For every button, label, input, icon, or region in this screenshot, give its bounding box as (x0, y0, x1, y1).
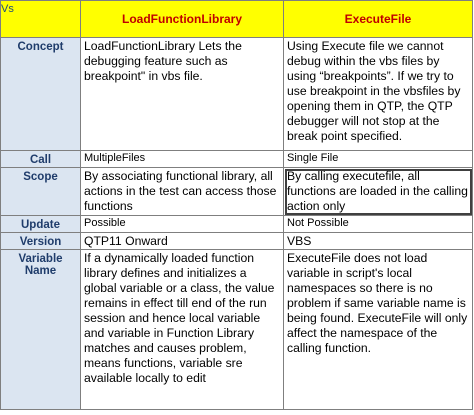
cell-variable-name-loadfunctionlibrary: If a dynamically loaded function library… (80, 249, 284, 410)
cell-variable-name-executefile: ExecuteFile does not load variable in sc… (283, 249, 473, 410)
column-header-executefile: ExecuteFile (283, 0, 473, 38)
row-concept: Concept LoadFunctionLibrary Lets the deb… (0, 37, 473, 151)
header-row: Vs LoadFunctionLibrary ExecuteFile (0, 0, 473, 38)
corner-label: Vs (1, 3, 14, 15)
row-variable-name: Variable Name If a dynamically loaded fu… (0, 249, 473, 410)
row-call: Call MultipleFiles Single File (0, 150, 473, 168)
cell-call-executefile: Single File (283, 150, 473, 168)
row-scope: Scope By associating functional library,… (0, 167, 473, 216)
row-label-update: Update (0, 215, 81, 233)
cell-scope-executefile: By calling executefile, all functions ar… (283, 167, 473, 216)
row-update: Update Possible Not Possible (0, 215, 473, 233)
cell-concept-loadfunctionlibrary: LoadFunctionLibrary Lets the debugging f… (80, 37, 284, 151)
row-label-version: Version (0, 232, 81, 250)
cell-concept-executefile: Using Execute file we cannot debug withi… (283, 37, 473, 151)
cell-call-loadfunctionlibrary: MultipleFiles (80, 150, 284, 168)
row-label-scope: Scope (0, 167, 81, 216)
row-label-variable-name: Variable Name (0, 249, 81, 410)
row-version: Version QTP11 Onward VBS (0, 232, 473, 250)
cell-version-executefile: VBS (283, 232, 473, 250)
row-label-call: Call (0, 150, 81, 168)
cell-update-loadfunctionlibrary: Possible (80, 215, 284, 233)
cell-scope-loadfunctionlibrary: By associating functional library, all a… (80, 167, 284, 216)
cell-version-loadfunctionlibrary: QTP11 Onward (80, 232, 284, 250)
corner-header-cell: Vs (0, 0, 81, 38)
row-label-concept: Concept (0, 37, 81, 151)
column-header-loadfunctionlibrary: LoadFunctionLibrary (80, 0, 284, 38)
cell-update-executefile: Not Possible (283, 215, 473, 233)
